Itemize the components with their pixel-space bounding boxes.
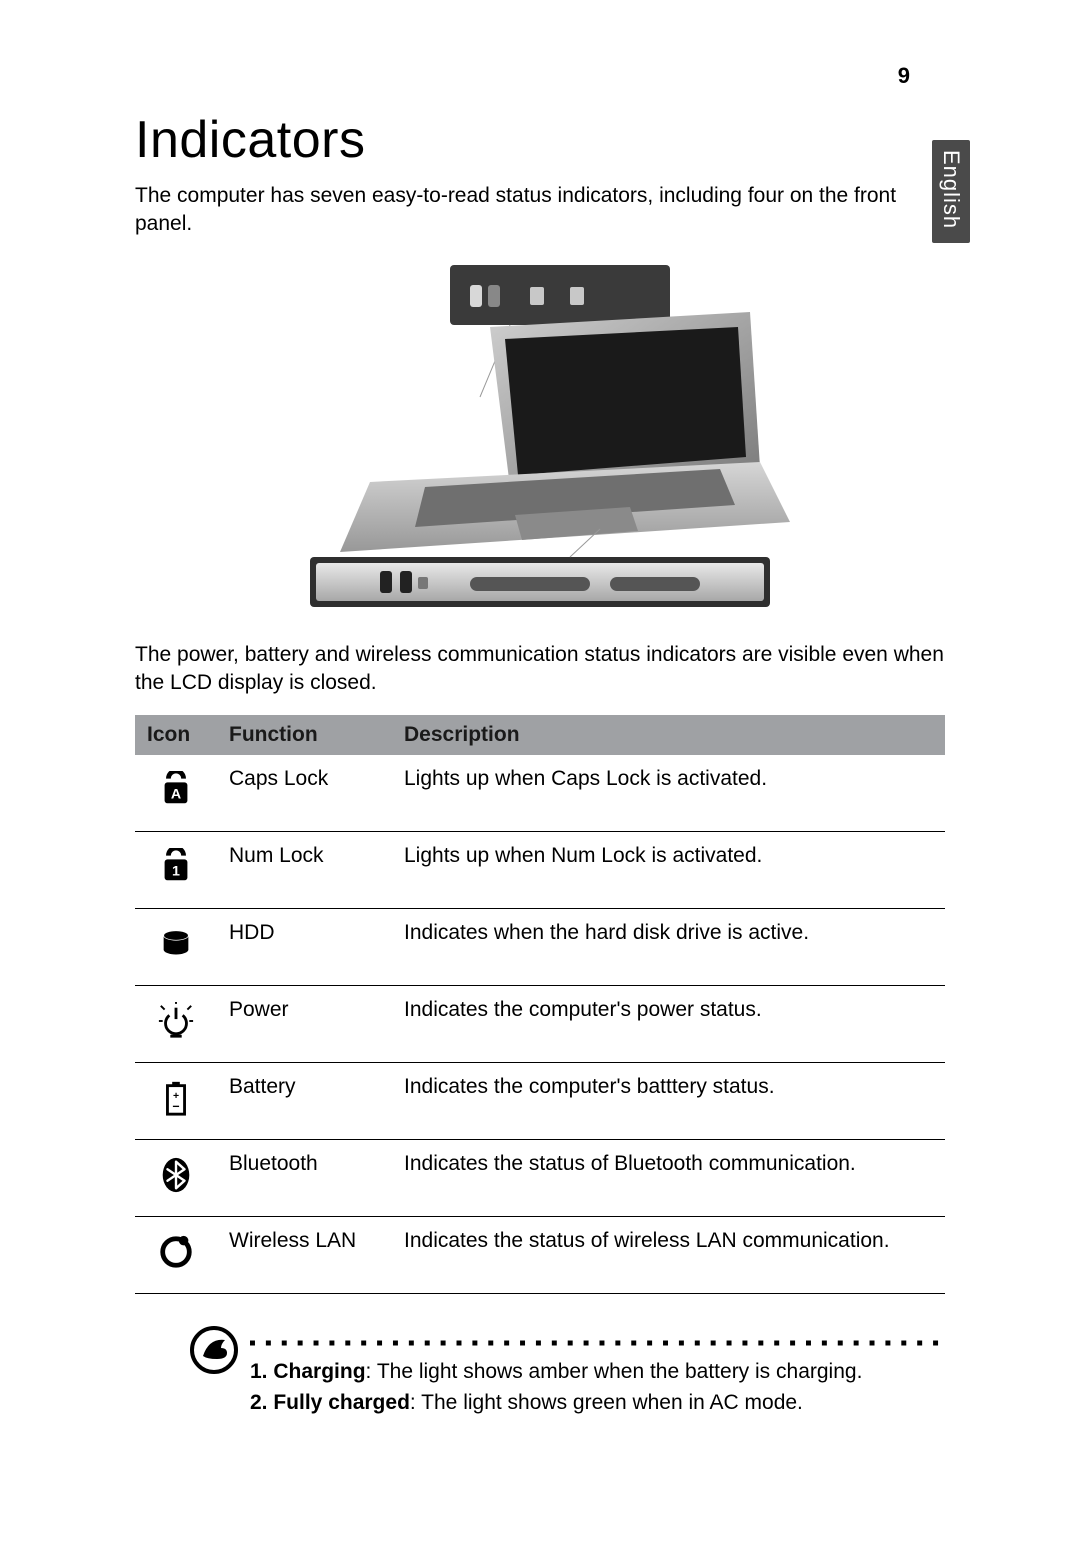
language-tab: English xyxy=(932,140,970,243)
note-list: 1. Charging: The light shows amber when … xyxy=(250,1358,945,1417)
bluetooth-icon xyxy=(135,1140,217,1217)
note-block: 1. Charging: The light shows amber when … xyxy=(190,1334,945,1417)
function-cell: Battery xyxy=(217,1063,392,1140)
note-number: 2. xyxy=(250,1391,268,1414)
function-cell: Bluetooth xyxy=(217,1140,392,1217)
note-icon xyxy=(188,1324,240,1376)
note-term: Charging xyxy=(273,1360,365,1383)
function-cell: Power xyxy=(217,986,392,1063)
note-text: : The light shows amber when the battery… xyxy=(366,1360,863,1383)
after-figure-paragraph: The power, battery and wireless communic… xyxy=(135,641,945,698)
description-cell: Lights up when Num Lock is activated. xyxy=(392,832,945,909)
note-item: 1. Charging: The light shows amber when … xyxy=(250,1358,945,1386)
power-icon xyxy=(135,986,217,1063)
note-text: : The light shows green when in AC mode. xyxy=(410,1391,803,1414)
table-row: A Caps LockLights up when Caps Lock is a… xyxy=(135,755,945,832)
table-row: 1 Num LockLights up when Num Lock is act… xyxy=(135,832,945,909)
description-cell: Indicates when the hard disk drive is ac… xyxy=(392,909,945,986)
table-row: HDDIndicates when the hard disk drive is… xyxy=(135,909,945,986)
laptop-figure xyxy=(260,257,820,617)
table-row: PowerIndicates the computer's power stat… xyxy=(135,986,945,1063)
col-description: Description xyxy=(392,715,945,755)
description-cell: Indicates the status of wireless LAN com… xyxy=(392,1217,945,1294)
col-icon: Icon xyxy=(135,715,217,755)
page-title: Indicators xyxy=(135,110,945,170)
numlock-icon: 1 xyxy=(135,832,217,909)
function-cell: Caps Lock xyxy=(217,755,392,832)
svg-text:−: − xyxy=(172,1100,179,1114)
function-cell: Num Lock xyxy=(217,832,392,909)
manual-page: 9 English Indicators The computer has se… xyxy=(0,0,1080,1479)
description-cell: Indicates the computer's batttery status… xyxy=(392,1063,945,1140)
page-number: 9 xyxy=(898,63,910,89)
description-cell: Indicates the status of Bluetooth commun… xyxy=(392,1140,945,1217)
table-row: +− BatteryIndicates the computer's battt… xyxy=(135,1063,945,1140)
hdd-icon xyxy=(135,909,217,986)
table-row: BluetoothIndicates the status of Bluetoo… xyxy=(135,1140,945,1217)
svg-text:1: 1 xyxy=(172,864,180,880)
wlan-icon xyxy=(135,1217,217,1294)
battery-icon: +− xyxy=(135,1063,217,1140)
note-divider-dots xyxy=(250,1334,945,1348)
indicators-table: Icon Function Description A Caps LockLig… xyxy=(135,715,945,1294)
function-cell: Wireless LAN xyxy=(217,1217,392,1294)
table-row: Wireless LANIndicates the status of wire… xyxy=(135,1217,945,1294)
intro-paragraph: The computer has seven easy-to-read stat… xyxy=(135,182,945,239)
description-cell: Lights up when Caps Lock is activated. xyxy=(392,755,945,832)
col-function: Function xyxy=(217,715,392,755)
description-cell: Indicates the computer's power status. xyxy=(392,986,945,1063)
note-number: 1. xyxy=(250,1360,268,1383)
capslock-icon: A xyxy=(135,755,217,832)
note-item: 2. Fully charged: The light shows green … xyxy=(250,1389,945,1417)
svg-text:A: A xyxy=(171,787,181,803)
function-cell: HDD xyxy=(217,909,392,986)
note-term: Fully charged xyxy=(273,1391,410,1414)
